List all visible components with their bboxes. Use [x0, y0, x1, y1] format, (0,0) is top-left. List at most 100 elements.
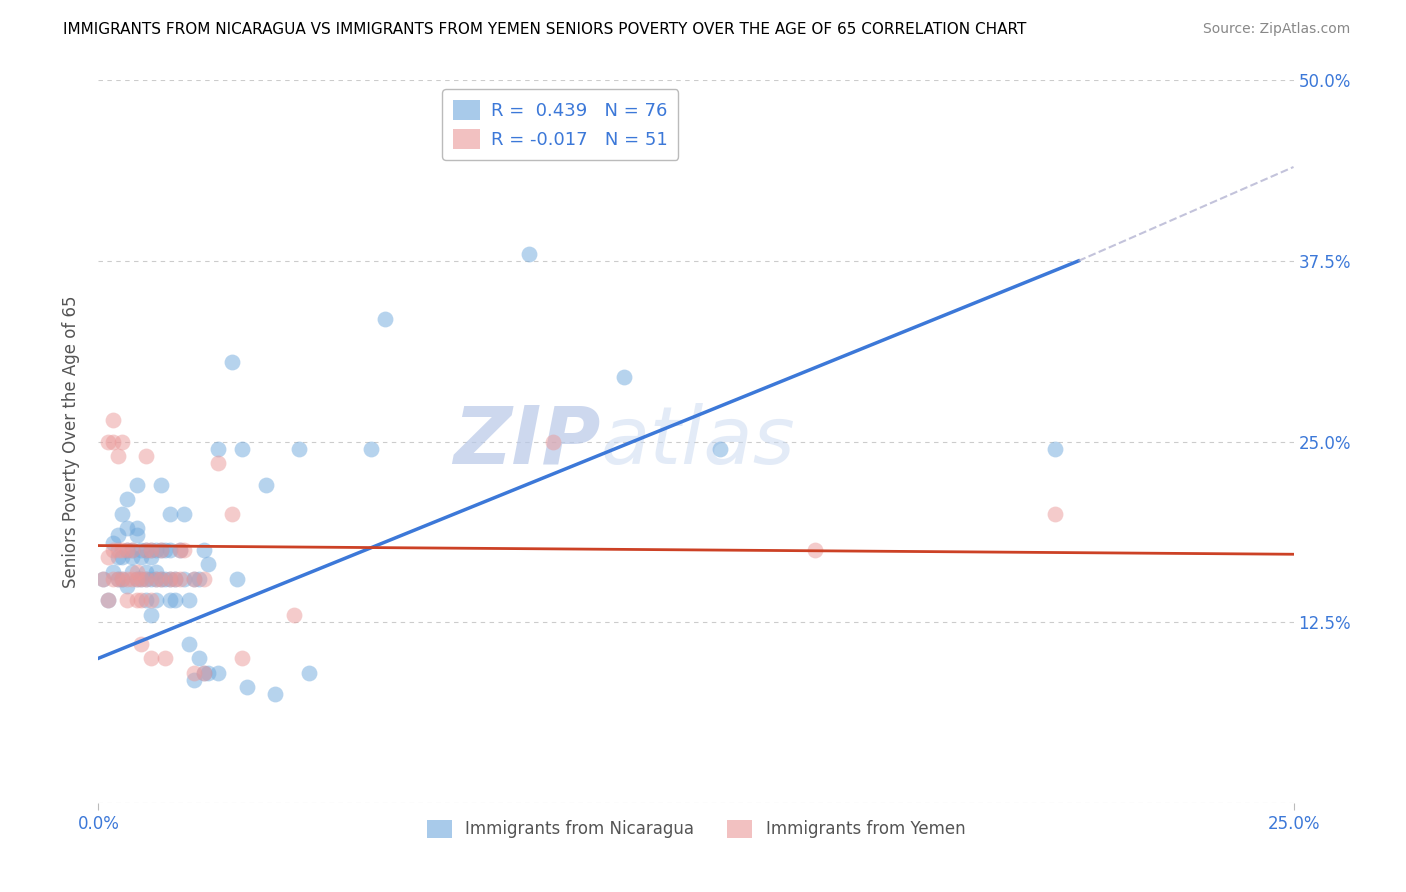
Point — [159, 572, 181, 586]
Point — [135, 542, 157, 557]
Point — [115, 542, 138, 557]
Point — [163, 593, 186, 607]
Point — [145, 572, 167, 586]
Point — [1043, 507, 1066, 521]
Point — [298, 665, 321, 680]
Text: Source: ZipAtlas.com: Source: ZipAtlas.com — [1202, 22, 1350, 37]
Point — [360, 442, 382, 456]
Point — [97, 593, 120, 607]
Point — [517, 246, 540, 260]
Point — [111, 542, 134, 557]
Point — [135, 593, 157, 607]
Point — [155, 572, 177, 586]
Point — [115, 593, 138, 607]
Point — [115, 572, 138, 586]
Point — [288, 442, 311, 456]
Point — [107, 550, 129, 565]
Point — [187, 572, 209, 586]
Point — [155, 651, 177, 665]
Point — [125, 478, 148, 492]
Point — [226, 572, 249, 586]
Point — [193, 665, 215, 680]
Point — [173, 572, 195, 586]
Point — [179, 637, 201, 651]
Point — [111, 507, 134, 521]
Point — [231, 651, 253, 665]
Point — [139, 593, 162, 607]
Point — [97, 550, 120, 565]
Point — [169, 542, 191, 557]
Point — [159, 542, 181, 557]
Point — [111, 572, 134, 586]
Point — [145, 542, 167, 557]
Point — [804, 542, 827, 557]
Point — [131, 637, 153, 651]
Text: ZIP: ZIP — [453, 402, 600, 481]
Point — [115, 521, 138, 535]
Point — [254, 478, 277, 492]
Point — [193, 542, 215, 557]
Text: IMMIGRANTS FROM NICARAGUA VS IMMIGRANTS FROM YEMEN SENIORS POVERTY OVER THE AGE : IMMIGRANTS FROM NICARAGUA VS IMMIGRANTS … — [63, 22, 1026, 37]
Point — [131, 572, 153, 586]
Legend: Immigrants from Nicaragua, Immigrants from Yemen: Immigrants from Nicaragua, Immigrants fr… — [420, 813, 972, 845]
Point — [131, 550, 153, 565]
Y-axis label: Seniors Poverty Over the Age of 65: Seniors Poverty Over the Age of 65 — [62, 295, 80, 588]
Point — [193, 665, 215, 680]
Point — [139, 542, 162, 557]
Point — [221, 355, 243, 369]
Point — [173, 507, 195, 521]
Point — [125, 528, 148, 542]
Point — [221, 507, 243, 521]
Point — [149, 542, 172, 557]
Point — [107, 572, 129, 586]
Point — [173, 542, 195, 557]
Point — [139, 607, 162, 622]
Point — [135, 572, 157, 586]
Point — [709, 442, 731, 456]
Point — [101, 565, 124, 579]
Point — [91, 572, 114, 586]
Point — [125, 521, 148, 535]
Point — [131, 572, 153, 586]
Point — [139, 572, 162, 586]
Point — [107, 572, 129, 586]
Point — [115, 492, 138, 507]
Point — [1043, 442, 1066, 456]
Point — [187, 651, 209, 665]
Point — [107, 542, 129, 557]
Point — [145, 593, 167, 607]
Point — [121, 542, 143, 557]
Point — [374, 311, 396, 326]
Point — [145, 565, 167, 579]
Point — [231, 442, 253, 456]
Point — [163, 572, 186, 586]
Point — [111, 550, 134, 565]
Point — [111, 572, 134, 586]
Point — [101, 572, 124, 586]
Point — [135, 542, 157, 557]
Point — [135, 449, 157, 463]
Point — [149, 572, 172, 586]
Point — [125, 572, 148, 586]
Point — [121, 542, 143, 557]
Point — [197, 558, 219, 572]
Point — [139, 542, 162, 557]
Point — [101, 535, 124, 549]
Point — [131, 593, 153, 607]
Point — [163, 572, 186, 586]
Point — [183, 665, 205, 680]
Point — [139, 550, 162, 565]
Point — [91, 572, 114, 586]
Point — [283, 607, 305, 622]
Point — [121, 565, 143, 579]
Point — [159, 572, 181, 586]
Text: atlas: atlas — [600, 402, 796, 481]
Point — [159, 507, 181, 521]
Point — [613, 369, 636, 384]
Point — [183, 673, 205, 687]
Point — [107, 528, 129, 542]
Point — [125, 593, 148, 607]
Point — [121, 572, 143, 586]
Point — [135, 565, 157, 579]
Point — [149, 572, 172, 586]
